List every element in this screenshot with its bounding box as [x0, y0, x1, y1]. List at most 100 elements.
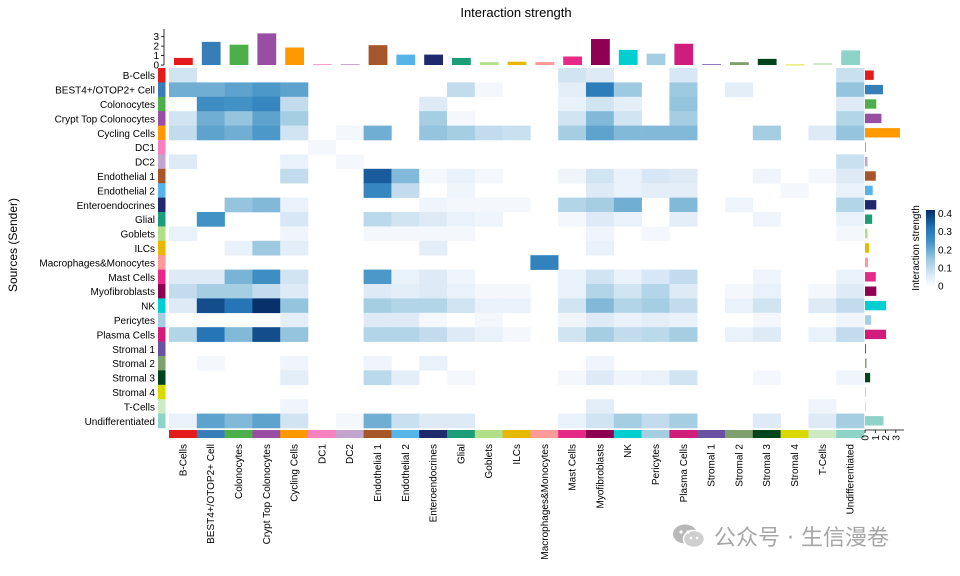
heatmap-cell: [808, 125, 837, 141]
watermark: 公众号 · 生信漫卷: [672, 520, 889, 552]
heatmap-cell: [419, 96, 448, 112]
column-label: Stromal 4: [790, 444, 801, 487]
heatmap-cell: [474, 327, 503, 342]
outgoing-bar: [865, 272, 876, 282]
heatmap-cell: [586, 240, 615, 256]
heatmap-cell: [196, 125, 225, 141]
heatmap-cell: [836, 413, 865, 429]
heatmap-cell: [169, 125, 198, 141]
heatmap-cell: [558, 82, 587, 98]
heatmap-cell: [586, 226, 615, 242]
colorbar-step: [926, 267, 935, 270]
heatmap-cell: [252, 298, 281, 314]
heatmap-cell: [447, 168, 476, 184]
heatmap-cell: [558, 197, 587, 213]
heatmap-cell: [447, 183, 476, 198]
row-label: Undifferentiated: [85, 417, 155, 428]
column-label: Cycling Cells: [290, 444, 301, 502]
colorbar-step: [926, 276, 935, 279]
row-color-strip: [158, 370, 166, 386]
heatmap-cell: [335, 413, 364, 429]
colorbar-step: [926, 240, 935, 243]
heatmap-cell: [836, 111, 865, 126]
colorbar-label: Interaction strength: [911, 205, 922, 291]
heatmap-cell: [169, 68, 198, 83]
row-label: Colonocytes: [100, 100, 155, 111]
heatmap-cell: [335, 125, 364, 141]
heatmap-cell: [836, 298, 865, 314]
heatmap-cell: [586, 212, 615, 227]
heatmap-cell: [224, 240, 253, 256]
heatmap-cell: [363, 183, 392, 198]
heatmap-cell: [252, 96, 281, 112]
outgoing-bar: [865, 358, 867, 368]
heatmap-cell: [836, 154, 865, 170]
outgoing-bar: [865, 128, 900, 138]
heatmap-cell: [447, 212, 476, 227]
outgoing-bar: [865, 315, 872, 325]
row-color-strip: [158, 298, 166, 314]
heatmap-cell: [224, 111, 253, 126]
colorbar-step: [926, 268, 935, 272]
heatmap-cell: [252, 269, 281, 285]
column-color-strip: [586, 430, 615, 438]
heatmap-cell: [280, 284, 309, 299]
heatmap-cell: [252, 284, 281, 299]
incoming-bar: [730, 62, 749, 65]
row-label: ILCs: [134, 244, 155, 255]
outgoing-bar: [865, 300, 887, 311]
incoming-bar: [368, 45, 388, 65]
incoming-bar: [285, 47, 304, 65]
heatmap-cell: [391, 312, 420, 328]
heatmap-cell: [447, 125, 476, 141]
top-bar-tick-label: 2: [153, 42, 159, 53]
column-color-strip: [169, 430, 198, 438]
heatmap-cell: [586, 413, 615, 429]
heatmap-cell: [558, 212, 587, 227]
heatmap-cell: [419, 356, 448, 371]
heatmap-cell: [558, 96, 587, 112]
heatmap-cell: [474, 298, 503, 314]
heatmap-cell: [224, 96, 253, 112]
heatmap-cell: [419, 312, 448, 328]
incoming-bar: [674, 43, 694, 65]
colorbar-step: [926, 244, 935, 247]
outgoing-bar: [865, 70, 874, 80]
outgoing-bar: [865, 200, 877, 210]
row-color-strip: [158, 68, 166, 83]
column-color-strip: [196, 430, 225, 438]
heatmap-cell: [586, 312, 615, 328]
row-color-strip: [158, 168, 166, 184]
heatmap-cell: [419, 197, 448, 213]
heatmap-cell: [474, 168, 503, 184]
colorbar-step: [926, 234, 935, 237]
heatmap-cell: [725, 284, 754, 299]
colorbar-step: [926, 255, 935, 258]
heatmap-cell: [613, 370, 642, 386]
heatmap-cell: [196, 298, 225, 314]
row-label: Enteroendocrines: [77, 201, 155, 212]
colorbar-step: [926, 215, 935, 218]
heatmap-cell: [641, 284, 670, 299]
outgoing-bar: [865, 185, 873, 196]
outgoing-bar: [865, 372, 871, 383]
incoming-bar: [479, 62, 499, 65]
heatmap-cell: [613, 96, 642, 112]
colorbar-step: [926, 284, 935, 287]
heatmap-cell: [836, 125, 865, 141]
heatmap-cell: [530, 255, 559, 270]
row-label: Goblets: [121, 230, 155, 241]
top-bar-tick-label: 3: [153, 32, 159, 43]
heatmap-cell: [613, 284, 642, 299]
column-color-strip: [669, 430, 698, 438]
column-color-strip: [252, 430, 281, 438]
heatmap-cell: [224, 284, 253, 299]
heatmap-cell: [474, 82, 503, 98]
heatmap-cell: [669, 111, 698, 126]
column-label: Colonocytes: [234, 444, 245, 499]
heatmap-cell: [641, 183, 670, 198]
outgoing-bar: [865, 387, 866, 397]
heatmap-cell: [558, 298, 587, 314]
heatmap-cell: [280, 96, 309, 112]
right-bar-tick-label: 2: [881, 435, 892, 441]
